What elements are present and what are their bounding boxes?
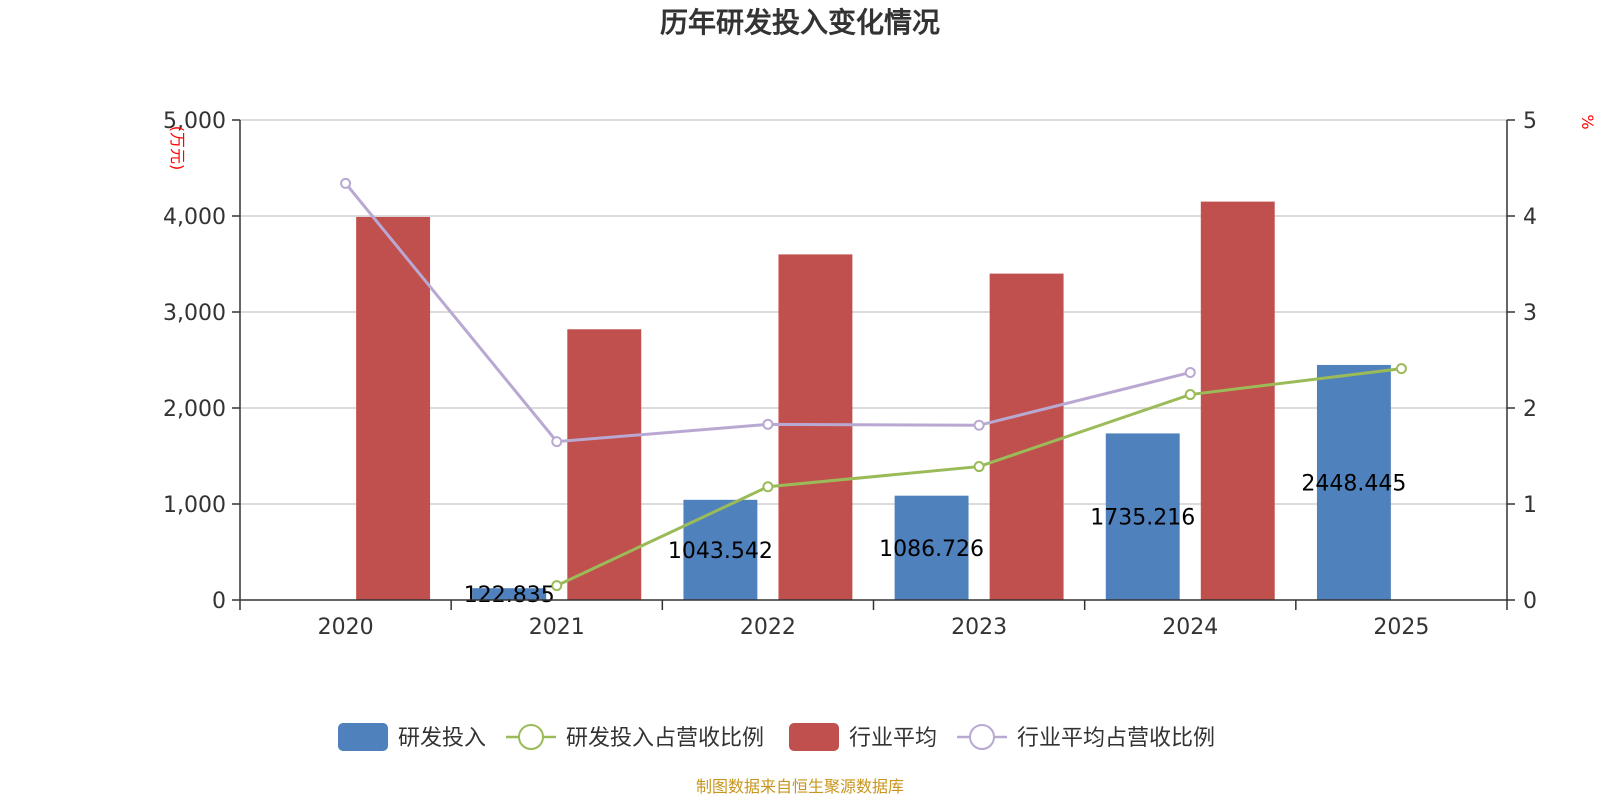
point-研发投入占营收比例 [1184, 389, 1196, 401]
bar-data-label: 1735.216 [1090, 506, 1195, 531]
x-axis-tick-label: 2025 [1373, 615, 1429, 640]
bar-行业平均 [778, 254, 853, 600]
point-研发投入占营收比例 [762, 481, 774, 493]
bar-研发投入 [1105, 433, 1180, 600]
point-行业平均占营收比例 [762, 418, 774, 430]
legend-label: 行业平均 [849, 726, 937, 751]
left-axis-tick-label: 3,000 [163, 301, 226, 326]
x-axis-tick-label: 2024 [1162, 615, 1218, 640]
point-行业平均占营收比例 [340, 177, 352, 189]
point-研发投入占营收比例 [551, 580, 563, 592]
chart-title: 历年研发投入变化情况 [660, 6, 940, 39]
bar-研发投入 [683, 499, 758, 600]
legend: 研发投入 研发投入占营收比例 行业平均 行业平均占营收比例 [338, 723, 1215, 751]
legend-label: 研发投入占营收比例 [566, 726, 764, 751]
x-axis-tick-label: 2020 [318, 615, 374, 640]
x-axis-tick-label: 2021 [529, 615, 585, 640]
x-axis-tick-label: 2023 [951, 615, 1007, 640]
legend-label: 行业平均占营收比例 [1017, 726, 1215, 751]
source-note: 制图数据来自恒生聚源数据库 [696, 777, 904, 796]
bar-data-label: 1086.726 [879, 537, 984, 562]
bar-data-label: 2448.445 [1301, 471, 1406, 496]
point-行业平均占营收比例 [1184, 366, 1196, 378]
bars [356, 201, 1391, 600]
legend-swatch-marker [969, 724, 995, 750]
left-axis-tick-label: 4,000 [163, 205, 226, 230]
point-行业平均占营收比例 [551, 436, 563, 448]
bar-data-label: 1043.542 [668, 539, 773, 564]
bar-行业平均 [989, 273, 1064, 600]
left-axis-unit: (万元) [168, 126, 187, 171]
right-axis-tick-label: 1 [1523, 493, 1537, 518]
legend-label: 研发投入 [398, 726, 486, 751]
legend-swatch [338, 723, 388, 751]
bar-行业平均 [356, 216, 431, 600]
left-axis-tick-label: 5,000 [163, 109, 226, 134]
x-axis-tick-label: 2022 [740, 615, 796, 640]
bar-研发投入 [1316, 364, 1391, 600]
point-行业平均占营收比例 [973, 419, 985, 431]
left-axis-tick-label: 0 [212, 589, 226, 614]
legend-swatch [789, 723, 839, 751]
left-axis-tick-label: 1,000 [163, 493, 226, 518]
lines [340, 177, 1407, 592]
point-研发投入占营收比例 [1395, 363, 1407, 375]
axes: 0 0 1,000 1 2,000 2 3,000 3 4,000 4 5,000 5 2020 2021… [163, 109, 1537, 640]
right-axis-tick-label: 5 [1523, 109, 1537, 134]
bar-行业平均 [1200, 201, 1275, 600]
right-axis-tick-label: 3 [1523, 301, 1537, 326]
right-axis-tick-label: 2 [1523, 397, 1537, 422]
bar-data-label: 122.835 [464, 583, 555, 608]
point-研发投入占营收比例 [973, 461, 985, 473]
right-axis-unit: % [1578, 114, 1597, 129]
bar-研发投入 [472, 588, 547, 600]
bar-研发投入 [894, 495, 969, 600]
bar-行业平均 [567, 329, 642, 600]
data-labels: 122.835 1043.542 1086.726 1735.216 2448.445 [464, 471, 1407, 608]
right-axis-tick-label: 0 [1523, 589, 1537, 614]
left-axis-tick-label: 2,000 [163, 397, 226, 422]
legend-swatch-marker [518, 724, 544, 750]
right-axis-tick-label: 4 [1523, 205, 1537, 230]
